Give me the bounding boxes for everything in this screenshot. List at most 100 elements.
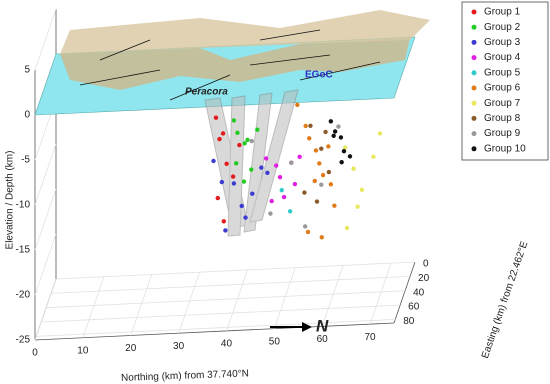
data-point [308,123,313,128]
data-point [377,131,383,136]
grid-line [34,8,57,71]
data-point [323,129,328,135]
grid-line [41,304,401,323]
grid-line [130,274,153,336]
fault-lines [79,29,381,101]
grid-line [369,263,392,325]
z-tick-label: 5 [24,65,30,76]
axis-line [393,261,416,324]
data-point [241,179,247,184]
north-arrow-head [302,322,312,332]
data-point [328,119,334,124]
legend-label: Group 5 [484,67,521,78]
x-tick-label: 30 [173,341,185,352]
x-tick-label: 40 [221,339,233,350]
y-axis-label: Easting (km) from 22.462°E [480,240,531,360]
x-tick-label: 50 [269,336,281,347]
legend-marker [471,85,477,91]
data-point [213,115,219,120]
data-point [295,102,300,108]
data-point [217,136,222,142]
y-tick-label: 60 [408,302,420,313]
grid-line [55,261,416,280]
annotation: Peracora [185,87,228,98]
points [211,102,383,240]
data-point [230,174,236,179]
data-point [339,160,344,165]
legend-marker [471,55,477,61]
legend-label: Group 3 [484,37,521,48]
data-point [220,131,226,136]
terrain-land [60,38,410,90]
data-point [351,166,356,171]
z-tick-label: -20 [16,290,31,301]
data-point [245,137,250,143]
axes-box [34,8,416,341]
data-point [313,148,319,153]
data-point [347,154,353,159]
data-point [289,160,294,165]
data-point [319,182,324,187]
z-tick-label: -15 [16,245,31,256]
data-point [221,219,227,224]
data-point [317,161,322,166]
data-point [231,118,237,123]
data-point [265,170,270,176]
grid-line [82,276,105,338]
data-point [274,163,279,168]
y-tick-label: 20 [418,273,430,284]
data-point [287,209,293,214]
data-point [215,195,220,201]
x-tick-label: 20 [125,343,137,354]
legend-marker [471,24,477,30]
grid-line [34,143,57,206]
grid-line [51,275,411,294]
data-point [259,165,264,170]
grid-line [36,319,396,337]
data-point [355,204,360,209]
data-point [249,138,254,144]
data-point [338,135,344,140]
annotation: N [316,316,329,335]
legend-label: Group 8 [484,113,521,124]
grid-line [178,272,200,334]
z-tick-label: 0 [24,110,30,121]
data-point [292,181,298,187]
data-point [211,158,216,164]
data-point [268,211,273,216]
data-point [269,198,274,204]
data-point [223,228,228,233]
y-tick-label: 80 [403,316,415,327]
z-tick-label: -10 [16,200,31,211]
data-point [233,161,239,166]
legend-marker [471,146,477,152]
data-point [314,199,320,204]
annotation: EGoC [305,70,333,81]
data-point [277,174,283,180]
data-point [231,181,237,186]
data-point [331,133,336,138]
grid-line [273,267,296,329]
legend-label: Group 9 [484,128,521,139]
data-point [303,123,308,129]
data-point [224,161,229,167]
y-tick-label: 0 [423,259,429,270]
grid-line [34,278,57,341]
data-point [302,224,308,229]
grid-line [34,233,57,296]
legend-marker [471,100,477,106]
axis-line [34,322,395,341]
legend-label: Group 4 [484,52,521,63]
fault-planes [204,89,299,237]
data-point [242,141,247,146]
legend-marker [471,131,477,137]
x-tick-label: 10 [77,345,89,356]
data-point [332,129,338,134]
data-point [281,194,287,200]
data-point [320,172,326,178]
data-point [255,127,260,132]
data-point [307,136,312,141]
z-tick-label: -25 [16,335,31,346]
data-point [371,154,376,159]
